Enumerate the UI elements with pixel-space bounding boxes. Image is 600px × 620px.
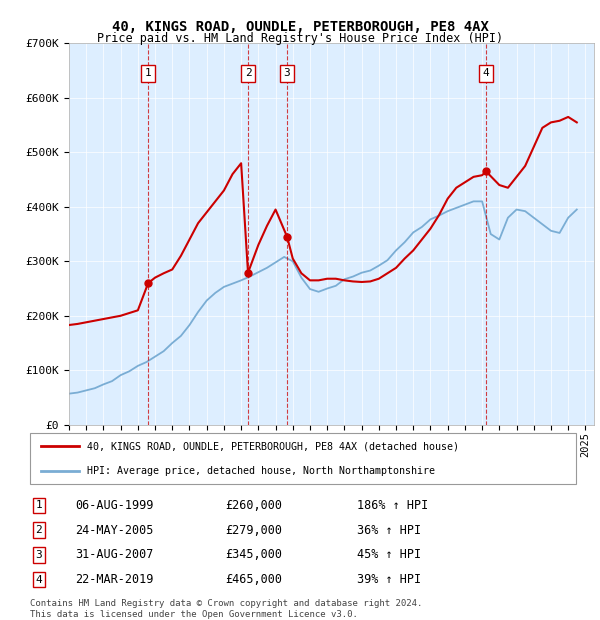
Text: 24-MAY-2005: 24-MAY-2005 [75,524,154,536]
Text: 2: 2 [35,525,43,535]
Text: 06-AUG-1999: 06-AUG-1999 [75,499,154,511]
Text: 39% ↑ HPI: 39% ↑ HPI [357,574,421,586]
Text: 3: 3 [284,68,290,78]
Text: 31-AUG-2007: 31-AUG-2007 [75,549,154,561]
Text: Price paid vs. HM Land Registry's House Price Index (HPI): Price paid vs. HM Land Registry's House … [97,32,503,45]
Text: HPI: Average price, detached house, North Northamptonshire: HPI: Average price, detached house, Nort… [88,466,436,476]
Text: 1: 1 [35,500,43,510]
Text: 1: 1 [145,68,152,78]
Text: 3: 3 [35,550,43,560]
Text: £345,000: £345,000 [225,549,282,561]
Text: 40, KINGS ROAD, OUNDLE, PETERBOROUGH, PE8 4AX: 40, KINGS ROAD, OUNDLE, PETERBOROUGH, PE… [112,20,488,34]
Text: 4: 4 [35,575,43,585]
Text: 45% ↑ HPI: 45% ↑ HPI [357,549,421,561]
Text: 22-MAR-2019: 22-MAR-2019 [75,574,154,586]
Text: £465,000: £465,000 [225,574,282,586]
Text: 4: 4 [482,68,490,78]
Text: Contains HM Land Registry data © Crown copyright and database right 2024.
This d: Contains HM Land Registry data © Crown c… [30,600,422,619]
Text: 40, KINGS ROAD, OUNDLE, PETERBOROUGH, PE8 4AX (detached house): 40, KINGS ROAD, OUNDLE, PETERBOROUGH, PE… [88,441,460,451]
Text: £260,000: £260,000 [225,499,282,511]
Text: £279,000: £279,000 [225,524,282,536]
Text: 36% ↑ HPI: 36% ↑ HPI [357,524,421,536]
Text: 2: 2 [245,68,251,78]
Text: 186% ↑ HPI: 186% ↑ HPI [357,499,428,511]
